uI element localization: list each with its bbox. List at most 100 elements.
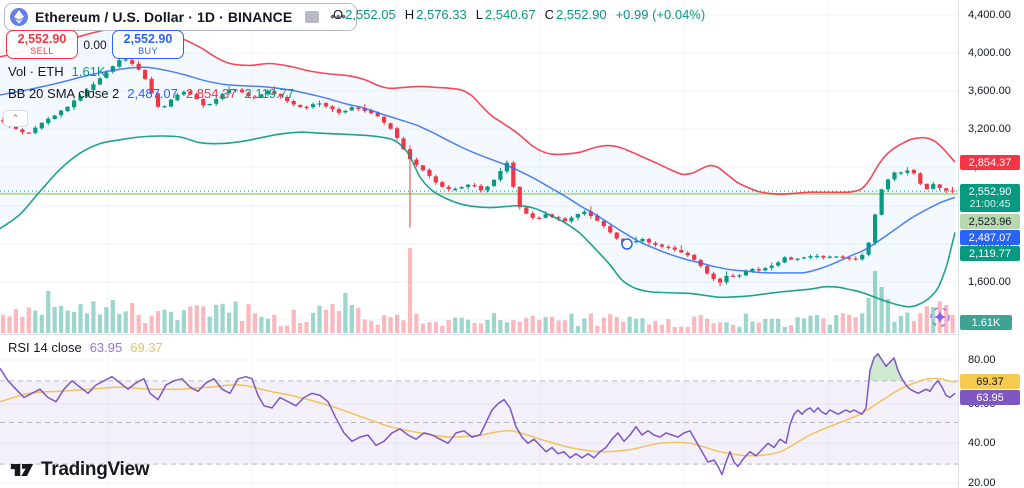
candle-body	[336, 109, 341, 113]
volume-bar	[349, 305, 354, 333]
volume-bar	[343, 293, 348, 333]
candle-body	[588, 211, 593, 216]
axis-price-badge: 2,119.77	[960, 246, 1020, 261]
candle-body	[530, 213, 535, 218]
bb-lower-line	[0, 131, 956, 308]
candle-body	[918, 173, 923, 184]
candle-body	[782, 257, 787, 263]
candle-body	[117, 60, 122, 67]
pane-divider[interactable]	[0, 334, 1024, 335]
candle-body	[323, 103, 329, 107]
candle-body	[582, 211, 587, 214]
volume-bar	[278, 326, 283, 333]
high-label: H	[404, 7, 415, 22]
open-label: O	[333, 7, 344, 22]
price-axis[interactable]: 4,400.004,000.003,600.003,200.002,800.00…	[958, 0, 1024, 488]
sell-price: 2,552.90	[17, 31, 67, 46]
chevron-up-icon: ⌃	[11, 113, 20, 123]
volume-bar	[524, 317, 529, 333]
candle-body	[795, 258, 800, 260]
volume-bar	[46, 291, 51, 333]
bb-lower-value: 2,119.77	[244, 86, 295, 101]
volume-bar	[543, 317, 548, 333]
candle-body	[188, 91, 193, 95]
candle-body	[220, 93, 225, 99]
rsi-ma-line	[0, 377, 956, 457]
candle-body	[401, 138, 406, 149]
candle-body	[201, 99, 206, 106]
candle-body	[756, 269, 761, 271]
candle-body	[769, 265, 774, 268]
volume-bar	[466, 319, 471, 333]
volume-bar	[401, 320, 406, 333]
candle-body	[659, 244, 664, 247]
collapse-pane-button[interactable]: ⌃	[3, 110, 28, 127]
candle-body	[511, 162, 516, 187]
volume-bar	[162, 309, 167, 333]
volume-bar	[149, 315, 154, 333]
bb-legend[interactable]: BB 20 SMA close 2 2,487.07 2,854.37 2,11…	[8, 86, 294, 101]
volume-bar	[420, 323, 425, 333]
volume-bar	[233, 301, 238, 333]
candle-body	[382, 116, 387, 123]
candle-body	[214, 99, 219, 104]
candle-body	[847, 257, 852, 259]
volume-bar	[336, 311, 341, 333]
volume-bar	[440, 325, 445, 333]
candle-body	[26, 132, 31, 134]
candle-body	[485, 186, 490, 191]
candle-body	[562, 218, 568, 222]
candle-body	[931, 184, 936, 189]
volume-bar	[356, 308, 361, 333]
bb-upper-line	[0, 26, 956, 196]
open-value: 2,552.05	[345, 7, 396, 22]
bb-basis-line	[0, 66, 956, 274]
candle-body	[866, 242, 871, 255]
sparkle-selection-ring	[930, 307, 950, 327]
candle-body	[388, 123, 393, 129]
candle-body	[737, 275, 742, 277]
more-options-button[interactable]: •••	[330, 9, 347, 24]
bb-upper-value: 2,854.37	[185, 86, 237, 101]
candle-body	[453, 188, 458, 190]
sparkle-icon	[934, 311, 946, 323]
low-value: 2,540.67	[484, 7, 536, 22]
candle-body	[433, 176, 438, 183]
candle-body	[233, 89, 238, 91]
close-label: C	[544, 7, 554, 22]
axis-price-badge: 2,552.90 21:00:45	[960, 184, 1020, 212]
price-axis-label: 1,600.00	[968, 276, 1011, 288]
candle-body	[543, 214, 548, 218]
tradingview-logo[interactable]: TradingView	[10, 459, 150, 481]
volume-bar	[666, 319, 671, 333]
candle-body	[834, 256, 839, 258]
volume-bar	[821, 318, 826, 333]
candle-body	[59, 110, 64, 116]
price-axis-label: 4,400.00	[968, 9, 1011, 21]
volume-bar	[65, 310, 70, 333]
symbol-title: Ethereum / U.S. Dollar · 1D · BINANCE	[35, 9, 293, 25]
volume-bar	[194, 305, 199, 333]
volume-legend[interactable]: Vol · ETH 1.61K	[8, 64, 106, 79]
symbol-pill[interactable]: Ethereum / U.S. Dollar · 1D · BINANCE ••…	[4, 3, 357, 31]
volume-bar	[918, 313, 923, 333]
volume-bar	[33, 310, 38, 333]
volume-bar	[950, 314, 955, 333]
order-panel: 2,552.90 SELL 0.00 2,552.90 BUY	[6, 30, 184, 59]
volume-bar	[259, 316, 264, 333]
candle-body	[705, 266, 710, 274]
volume-bar	[472, 323, 477, 333]
candle-body	[569, 217, 574, 222]
axis-price-badge: 1.61K	[960, 315, 1012, 330]
sell-button[interactable]: 2,552.90 SELL	[6, 30, 78, 59]
buy-button[interactable]: 2,552.90 BUY	[112, 30, 184, 59]
candle-body	[743, 271, 748, 276]
volume-bar	[498, 320, 503, 333]
candle-body	[130, 60, 135, 64]
volume-bar	[640, 318, 645, 333]
volume-bar	[718, 322, 723, 333]
rsi-legend[interactable]: RSI 14 close 63.95 69.37	[8, 340, 163, 355]
volume-bar	[427, 322, 432, 333]
